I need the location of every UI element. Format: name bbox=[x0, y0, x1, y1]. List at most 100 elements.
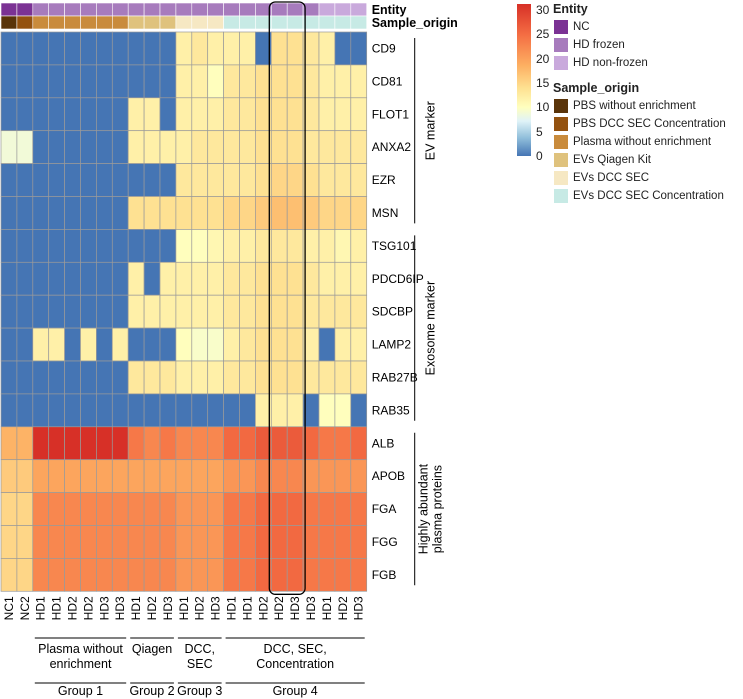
heatmap-cell bbox=[334, 459, 352, 493]
entity-annotation-cell bbox=[64, 2, 81, 17]
heatmap-cell bbox=[286, 261, 304, 296]
entity-annotation-cell bbox=[175, 2, 193, 17]
entity-annotation-cell bbox=[207, 2, 224, 17]
row-label: EZR bbox=[372, 173, 396, 187]
heatmap-cell bbox=[350, 130, 368, 164]
heatmap-cell bbox=[48, 163, 65, 197]
heatmap-cell bbox=[223, 163, 240, 197]
heatmap-cell bbox=[159, 459, 177, 493]
heatmap-cell bbox=[175, 360, 193, 395]
heatmap-cell bbox=[318, 31, 336, 66]
heatmap-cell bbox=[334, 97, 352, 132]
heatmap-cell bbox=[111, 558, 129, 592]
heatmap-cell bbox=[16, 97, 34, 132]
column-label: HD3 bbox=[209, 596, 223, 620]
column-group-label: Concentration bbox=[256, 657, 334, 671]
heatmap-cell bbox=[0, 360, 18, 395]
heatmap-cell bbox=[48, 130, 65, 164]
heatmap-cell bbox=[127, 130, 145, 164]
heatmap-cell bbox=[80, 426, 97, 461]
heatmap-cell bbox=[286, 426, 304, 461]
heatmap-cell bbox=[270, 196, 288, 230]
sample-origin-annotation-cell bbox=[239, 15, 256, 30]
entity-annotation-label: Entity bbox=[372, 3, 407, 17]
heatmap-cell bbox=[0, 525, 18, 559]
heatmap-cell bbox=[80, 558, 97, 592]
column-group-number: Group 1 bbox=[58, 684, 103, 698]
heatmap-cell bbox=[32, 97, 50, 132]
sample-origin-annotation-cell bbox=[80, 15, 97, 30]
entity-legend-label: HD frozen bbox=[573, 39, 625, 51]
heatmap-cell bbox=[334, 360, 352, 395]
heatmap-cell bbox=[286, 558, 304, 592]
heatmap-cell bbox=[239, 64, 256, 99]
heatmap-cell bbox=[96, 31, 113, 66]
row-label: APOB bbox=[372, 469, 405, 483]
heatmap-cell bbox=[207, 459, 224, 493]
heatmap-cell bbox=[159, 360, 177, 395]
heatmap-cell bbox=[270, 393, 288, 428]
heatmap-cell bbox=[159, 229, 177, 263]
heatmap-cell bbox=[334, 294, 352, 329]
heatmap-cell bbox=[111, 360, 129, 395]
heatmap-cell bbox=[191, 31, 209, 66]
heatmap-cell bbox=[175, 130, 193, 164]
heatmap-cell bbox=[127, 64, 145, 99]
heatmap-cell bbox=[239, 327, 256, 362]
heatmap-cell bbox=[191, 64, 209, 99]
heatmap-cell bbox=[270, 294, 288, 329]
heatmap-cell bbox=[239, 558, 256, 592]
heatmap-cell bbox=[32, 261, 50, 296]
heatmap-cell bbox=[286, 459, 304, 493]
heatmap-cell bbox=[239, 459, 256, 493]
heatmap-cell bbox=[0, 31, 18, 66]
heatmap-cell bbox=[16, 294, 34, 329]
sample-origin-legend-item: Plasma without enrichment bbox=[553, 133, 726, 151]
sample-origin-legend-item: EVs DCC SEC bbox=[553, 169, 726, 187]
sample-origin-annotation-cell bbox=[48, 15, 65, 30]
heatmap-cell bbox=[175, 229, 193, 263]
heatmap-cell bbox=[159, 426, 177, 461]
entity-annotation-cell bbox=[191, 2, 209, 17]
column-label: HD1 bbox=[240, 596, 254, 620]
heatmap-cell bbox=[96, 229, 113, 263]
heatmap-cell bbox=[159, 130, 177, 164]
heatmap-cell bbox=[127, 196, 145, 230]
row-group-label: EV marker bbox=[424, 101, 438, 160]
heatmap-cell bbox=[111, 163, 129, 197]
heatmap-cell bbox=[16, 261, 34, 296]
heatmap-cell bbox=[64, 426, 81, 461]
heatmap-cell bbox=[286, 360, 304, 395]
entity-annotation-cell bbox=[80, 2, 97, 17]
heatmap-cell bbox=[0, 426, 18, 461]
heatmap-cell bbox=[334, 64, 352, 99]
heatmap-cell bbox=[159, 31, 177, 66]
heatmap-cell bbox=[334, 558, 352, 592]
heatmap-cell bbox=[32, 459, 50, 493]
heatmap-cell bbox=[350, 261, 368, 296]
heatmap-cell bbox=[191, 163, 209, 197]
entity-legend-title: Entity bbox=[553, 2, 588, 16]
heatmap-cell bbox=[286, 97, 304, 132]
sample-origin-annotation-cell bbox=[96, 15, 113, 30]
heatmap-cell bbox=[48, 426, 65, 461]
heatmap-cell bbox=[64, 261, 81, 296]
sample-origin-legend-swatch bbox=[553, 98, 569, 114]
heatmap-cell bbox=[270, 229, 288, 263]
heatmap-cell bbox=[48, 229, 65, 263]
heatmap-cell bbox=[239, 196, 256, 230]
column-group-label: Plasma without bbox=[38, 642, 123, 656]
sample-origin-annotation-cell bbox=[64, 15, 81, 30]
heatmap-cell bbox=[111, 294, 129, 329]
heatmap-cell bbox=[223, 492, 240, 526]
heatmap-cell bbox=[16, 130, 34, 164]
heatmap-cell bbox=[350, 196, 368, 230]
sample-origin-annotation-cell bbox=[159, 15, 177, 30]
column-group-number: Group 3 bbox=[177, 684, 222, 698]
column-label: HD3 bbox=[97, 596, 111, 620]
sample-origin-annotation-cell bbox=[112, 15, 129, 30]
column-group-label: Qiagen bbox=[132, 642, 172, 656]
heatmap-cell bbox=[175, 261, 193, 296]
heatmap-cell bbox=[239, 261, 256, 296]
heatmap-cell bbox=[16, 163, 34, 197]
